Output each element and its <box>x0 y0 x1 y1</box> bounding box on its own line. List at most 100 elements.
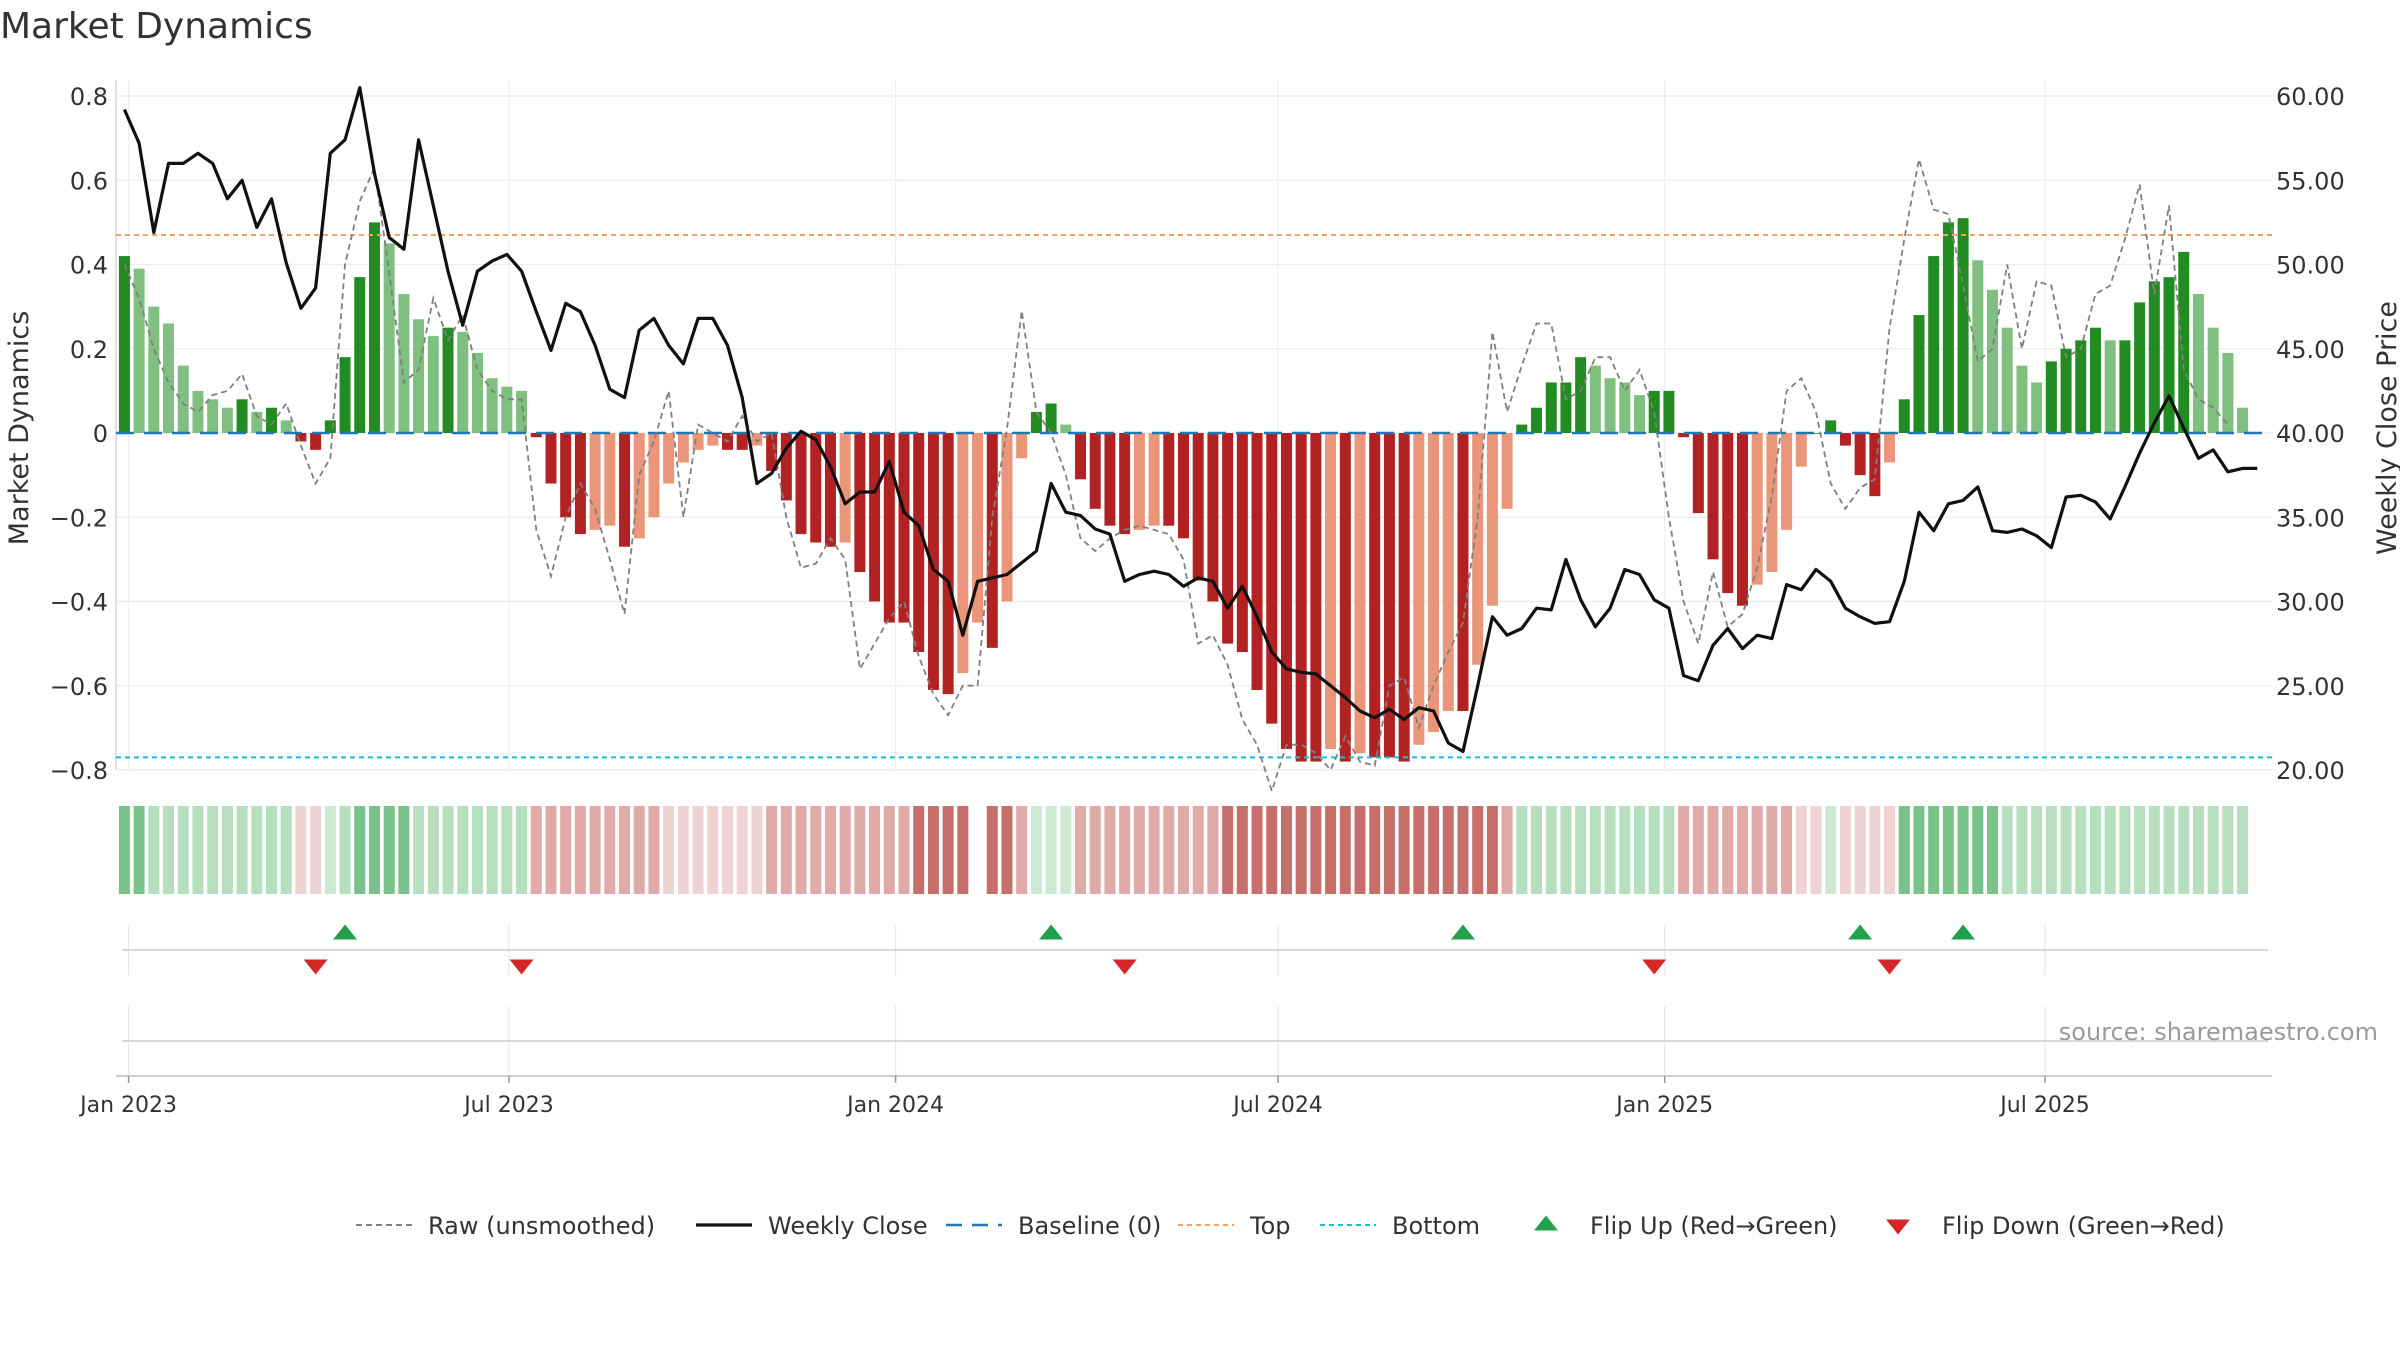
flip-down-marker <box>1877 959 1902 975</box>
dynamics-bar <box>2134 302 2146 433</box>
regime-cell <box>310 806 322 894</box>
dynamics-bar <box>1516 424 1528 433</box>
dynamics-bar <box>1457 433 1469 712</box>
regime-cell <box>1869 806 1881 894</box>
legend-label: Top <box>1249 1212 1291 1240</box>
dynamics-bar <box>1692 433 1704 514</box>
regime-cell <box>354 806 366 894</box>
legend-item-flip-up: Flip Up (Red→Green) <box>1534 1212 1838 1240</box>
dynamics-bar <box>1222 433 1234 644</box>
legend-label: Bottom <box>1392 1212 1480 1240</box>
regime-cell <box>824 806 836 894</box>
regime-cell <box>766 806 778 894</box>
regime-cell <box>1648 806 1660 894</box>
dynamics-bar <box>766 433 778 471</box>
regime-cell <box>1516 806 1528 894</box>
regime-cell <box>942 806 954 894</box>
dynamics-bar <box>192 390 204 433</box>
dynamics-bar <box>1325 433 1337 749</box>
regime-cell <box>619 806 631 894</box>
dynamics-bar <box>398 293 410 433</box>
dynamics-bar <box>633 433 645 539</box>
dynamics-bar <box>1148 433 1160 526</box>
dynamics-bar <box>368 222 380 433</box>
regime-cell <box>1736 806 1748 894</box>
dynamics-bar <box>427 336 439 433</box>
regime-cell <box>413 806 425 894</box>
regime-cell <box>663 806 675 894</box>
left-tick-label: 0.8 <box>70 83 108 111</box>
regime-cell <box>692 806 704 894</box>
regime-cell <box>2134 806 2146 894</box>
dynamics-bar <box>457 331 469 433</box>
dynamics-bar <box>736 433 748 450</box>
regime-cell <box>883 806 895 894</box>
dynamics-bar <box>913 433 925 653</box>
regime-cell <box>427 806 439 894</box>
dynamics-bars <box>118 218 2249 762</box>
dynamics-bar <box>2031 382 2043 433</box>
regime-cell <box>516 806 528 894</box>
regime-cell <box>1339 806 1351 894</box>
regime-cell <box>1633 806 1645 894</box>
dynamics-bar <box>280 420 292 433</box>
dynamics-bar <box>619 433 631 547</box>
regime-cell <box>2192 806 2204 894</box>
right-tick-label: 35.00 <box>2276 504 2345 532</box>
dynamics-bar <box>1825 420 1837 433</box>
regime-cell <box>486 806 498 894</box>
dynamics-bar <box>2163 277 2175 433</box>
regime-cell <box>2089 806 2101 894</box>
regime-cell <box>1472 806 1484 894</box>
flip-down-marker <box>509 959 534 975</box>
chart-legend: Raw (unsmoothed) Weekly Close Baseline (0)… <box>356 1212 2225 1240</box>
dynamics-bar <box>604 433 616 526</box>
dynamics-bar <box>824 433 836 547</box>
dynamics-bar <box>383 243 395 433</box>
dynamics-bar <box>2045 361 2057 433</box>
regime-cell <box>560 806 572 894</box>
regime-cell <box>1839 806 1851 894</box>
regime-cell <box>707 806 719 894</box>
regime-cell <box>648 806 660 894</box>
left-tick-label: 0.6 <box>70 167 108 195</box>
dynamics-bar <box>177 365 189 433</box>
dynamics-bar <box>1192 433 1204 581</box>
regime-cell <box>1060 806 1072 894</box>
dynamics-bar <box>530 433 542 438</box>
regime-cell <box>1486 806 1498 894</box>
regime-cell <box>736 806 748 894</box>
dynamics-bar <box>2089 327 2101 433</box>
left-tick-label: −0.2 <box>50 504 108 532</box>
regime-cell <box>339 806 351 894</box>
left-tick-label: 0 <box>93 420 108 448</box>
dynamics-bar <box>854 433 866 573</box>
legend-item-bottom: Bottom <box>1320 1212 1480 1240</box>
regime-cell <box>780 806 792 894</box>
regime-cell <box>1016 806 1028 894</box>
dynamics-bar <box>869 433 881 602</box>
dynamics-bar <box>1722 433 1734 594</box>
dynamics-bar <box>266 407 278 433</box>
regime-cell <box>1207 806 1219 894</box>
dynamics-bar <box>1016 433 1028 459</box>
regime-cell <box>545 806 557 894</box>
left-tick-label: −0.6 <box>50 673 108 701</box>
dynamics-bar <box>1486 433 1498 606</box>
dynamics-bar <box>1589 365 1601 433</box>
regime-cell <box>1310 806 1322 894</box>
x-tick-label: Jul 2025 <box>1998 1093 2090 1118</box>
dynamics-bar <box>1089 433 1101 509</box>
regime-cell <box>2163 806 2175 894</box>
legend-label: Weekly Close <box>768 1212 928 1240</box>
dynamics-bar <box>1913 315 1925 433</box>
regime-cell <box>1987 806 1999 894</box>
dynamics-bar <box>1251 433 1263 690</box>
legend-swatch-flip-down <box>1886 1219 1910 1235</box>
dynamics-bar <box>1075 433 1087 480</box>
regime-cell <box>236 806 248 894</box>
dynamics-bar <box>1104 433 1116 526</box>
dynamics-bar <box>1781 433 1793 530</box>
dynamics-bar <box>1869 433 1881 497</box>
regime-cell <box>1119 806 1131 894</box>
